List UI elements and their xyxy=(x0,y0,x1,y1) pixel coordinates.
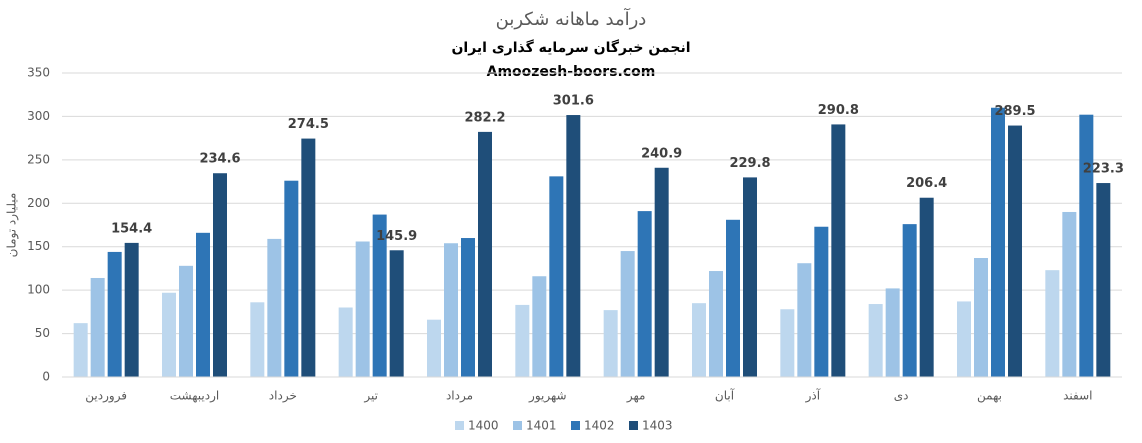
bar xyxy=(974,258,988,377)
bar xyxy=(549,176,564,377)
y-tick-label: 350 xyxy=(27,66,50,80)
bar xyxy=(301,138,316,377)
y-tick-label: 150 xyxy=(27,239,50,253)
bar xyxy=(389,250,404,377)
chart-subtitle: انجمن خبرگان سرمایه گذاری ایران xyxy=(451,39,690,56)
data-label: 145.9 xyxy=(376,229,417,244)
bar xyxy=(709,271,723,377)
x-tick-label: شهریور xyxy=(528,389,567,404)
bar xyxy=(179,265,193,377)
bar xyxy=(902,224,917,377)
y-tick-label: 50 xyxy=(35,326,50,340)
data-label: 223.3 xyxy=(1083,162,1124,177)
legend-label: 1400 xyxy=(468,419,499,433)
data-label: 240.9 xyxy=(641,146,682,161)
bar xyxy=(372,214,387,377)
bar xyxy=(444,243,458,377)
bar xyxy=(831,124,846,377)
x-tick-label: مهر xyxy=(626,389,646,404)
bar xyxy=(338,307,353,377)
bar xyxy=(603,310,618,377)
data-label: 282.2 xyxy=(464,110,505,125)
bar xyxy=(1079,114,1094,377)
bar xyxy=(919,197,934,377)
bar xyxy=(1008,125,1022,377)
x-tick-label: خرداد xyxy=(269,389,297,404)
bar xyxy=(1045,270,1060,377)
x-tick-label: فروردین xyxy=(85,389,127,404)
x-tick-label: اردیبهشت xyxy=(170,389,219,404)
bar xyxy=(196,232,210,377)
x-tick-label: مرداد xyxy=(446,389,473,404)
bar xyxy=(654,167,669,377)
data-label: 154.4 xyxy=(111,221,152,236)
bar xyxy=(726,219,740,377)
bar xyxy=(1096,183,1111,377)
bar xyxy=(90,277,105,377)
bar xyxy=(267,238,282,377)
bar xyxy=(991,107,1005,377)
legend-swatch xyxy=(513,421,522,430)
data-label: 289.5 xyxy=(994,104,1035,119)
bar xyxy=(124,242,139,377)
bar xyxy=(868,304,883,377)
x-tick-label: دی xyxy=(894,389,909,403)
bar xyxy=(1062,211,1077,377)
bar xyxy=(532,276,547,377)
x-tick-label: اسفند xyxy=(1063,389,1092,403)
legend-swatch xyxy=(629,421,638,430)
bar xyxy=(814,226,829,377)
x-tick-label: تیر xyxy=(363,389,378,404)
bar xyxy=(250,302,265,377)
bar xyxy=(743,177,757,377)
y-tick-label: 100 xyxy=(27,283,50,297)
y-tick-label: 300 xyxy=(27,109,50,123)
bar xyxy=(692,303,706,377)
data-label: 290.8 xyxy=(818,103,859,118)
y-tick-label: 0 xyxy=(42,370,50,384)
data-label: 229.8 xyxy=(729,156,770,171)
bar xyxy=(427,319,441,377)
bar xyxy=(885,288,900,377)
y-tick-label: 200 xyxy=(27,196,50,210)
legend-label: 1402 xyxy=(584,419,615,433)
bar xyxy=(478,131,492,377)
chart-title: درآمد ماهانه شکربن xyxy=(496,7,647,30)
bar xyxy=(957,301,971,377)
bar xyxy=(213,173,227,377)
bar xyxy=(637,211,652,377)
data-label: 206.4 xyxy=(906,176,947,191)
bar xyxy=(355,241,370,377)
x-tick-label: آبان xyxy=(715,388,735,403)
legend-swatch xyxy=(571,421,580,430)
y-axis-label: میلیارد تومان xyxy=(5,193,20,258)
legend-swatch xyxy=(455,421,464,430)
data-label: 274.5 xyxy=(288,117,329,132)
legend-label: 1401 xyxy=(526,419,557,433)
bar xyxy=(73,323,88,377)
bar xyxy=(797,263,812,377)
bar xyxy=(107,251,122,377)
data-label: 301.6 xyxy=(553,94,594,109)
x-tick-label: آذر xyxy=(805,388,821,404)
bar xyxy=(284,180,299,377)
bar xyxy=(162,292,176,377)
bar xyxy=(566,115,581,378)
bar xyxy=(780,309,795,377)
y-tick-label: 250 xyxy=(27,152,50,166)
data-label: 234.6 xyxy=(199,152,240,167)
legend-label: 1403 xyxy=(642,419,673,433)
bar xyxy=(620,251,635,377)
chart-source: Amoozesh-boors.com xyxy=(487,64,656,80)
bar xyxy=(461,238,475,377)
x-tick-label: بهمن xyxy=(977,389,1002,404)
bar xyxy=(515,304,530,377)
